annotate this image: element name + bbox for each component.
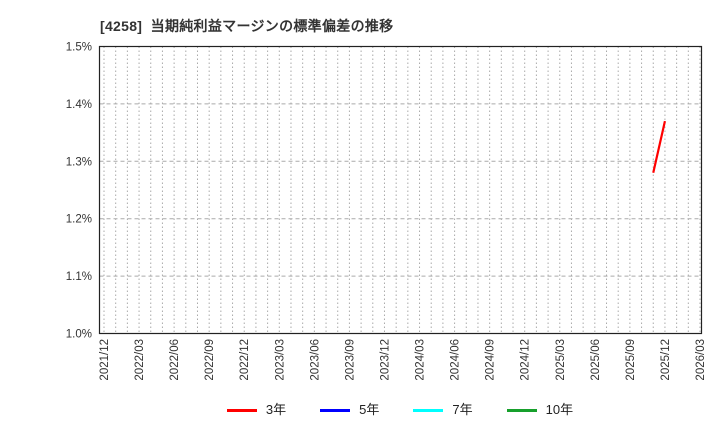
svg-text:2023/06: 2023/06 (309, 339, 321, 381)
svg-text:2021/12: 2021/12 (99, 339, 111, 381)
svg-text:2024/06: 2024/06 (450, 339, 462, 381)
legend-line-5y-icon (320, 409, 351, 412)
svg-text:2022/03: 2022/03 (134, 339, 146, 381)
legend-label-5y: 5年 (359, 402, 380, 417)
svg-text:1.0%: 1.0% (66, 329, 92, 341)
legend-item-10y: 10年 (506, 402, 574, 418)
legend-item-5y: 5年 (320, 403, 379, 418)
line-chart-svg: 1.0% 1.1% 1.2% 1.3% 1.4% 1.5% 2021/12 2022/03 20… (66, 42, 707, 381)
svg-text:2023/09: 2023/09 (344, 339, 356, 381)
legend-line-3y-icon (226, 409, 257, 412)
svg-text:2022/12: 2022/12 (239, 339, 251, 381)
svg-text:1.5%: 1.5% (66, 42, 92, 54)
svg-text:2025/09: 2025/09 (625, 339, 637, 381)
svg-text:2022/09: 2022/09 (204, 339, 216, 381)
line-chart-plot-area: 1.0% 1.1% 1.2% 1.3% 1.4% 1.5% 2021/12 2022/03 20… (66, 42, 707, 381)
legend-item-7y: 7年 (413, 402, 473, 418)
svg-text:2025/03: 2025/03 (555, 339, 567, 381)
svg-text:2026/03: 2026/03 (695, 339, 707, 381)
svg-text:1.4%: 1.4% (66, 99, 92, 111)
svg-text:1.1%: 1.1% (66, 271, 92, 283)
svg-text:1.3%: 1.3% (66, 156, 92, 168)
svg-text:2025/06: 2025/06 (590, 339, 602, 381)
legend-label-7y: 7年 (452, 402, 473, 417)
svg-text:1.2%: 1.2% (66, 214, 92, 226)
legend-line-10y-icon (506, 409, 537, 412)
legend-line-7y-icon (413, 409, 444, 412)
svg-text:2025/12: 2025/12 (660, 339, 672, 381)
legend-label-10y: 10年 (545, 402, 574, 417)
svg-text:2023/12: 2023/12 (379, 339, 391, 381)
svg-text:2022/06: 2022/06 (169, 339, 181, 381)
svg-text:2024/12: 2024/12 (520, 339, 532, 381)
svg-text:2023/03: 2023/03 (274, 339, 286, 381)
legend-item-3y: 3年 (226, 402, 287, 418)
chart-title: [4258] 当期純利益マージンの標準偏差の推移 (100, 18, 394, 34)
chart-legend: 3年 5年 7年 10年 (99, 403, 701, 418)
legend-label-3y: 3年 (265, 402, 287, 417)
svg-text:2024/09: 2024/09 (485, 339, 497, 381)
svg-text:2024/03: 2024/03 (415, 339, 427, 381)
